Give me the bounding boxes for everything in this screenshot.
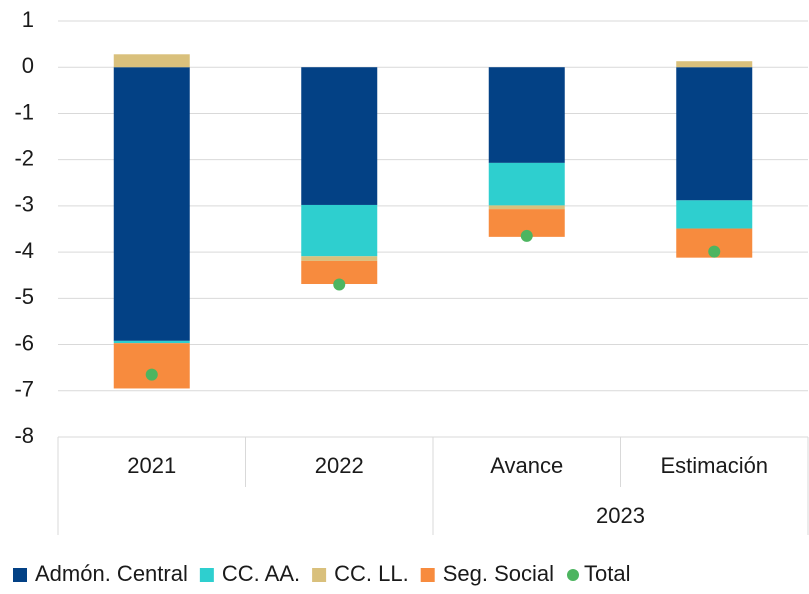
x-tick-label: Avance [490, 453, 563, 478]
bar-segment [113, 343, 190, 389]
bar-segment [676, 200, 753, 229]
y-tick-label: -6 [14, 330, 34, 355]
bar-segment [301, 67, 378, 205]
legend-marker [567, 569, 579, 581]
bar-segment [113, 340, 190, 344]
bar-segment [301, 204, 378, 257]
y-tick-label: -4 [14, 238, 34, 263]
y-tick-label: -2 [14, 145, 34, 170]
total-point [520, 229, 533, 242]
bar-segment [676, 61, 753, 68]
legend-marker [312, 568, 327, 582]
y-tick-label: -3 [14, 192, 34, 217]
y-tick-label: -7 [14, 377, 34, 402]
y-tick-label: 0 [22, 53, 34, 78]
legend-label: Admón. Central [35, 561, 188, 586]
legend-label: Total [584, 561, 630, 586]
legend-label: CC. AA. [222, 561, 300, 586]
legend-marker [420, 568, 435, 582]
legend-label: CC. LL. [334, 561, 409, 586]
x-tick-label: 2021 [127, 453, 176, 478]
y-tick-label: 1 [22, 7, 34, 32]
legend-marker [199, 568, 214, 582]
bar-segment [301, 260, 378, 285]
group-label: 2023 [596, 503, 645, 528]
bar-segment [488, 67, 565, 163]
total-point [708, 245, 721, 258]
legend-label: Seg. Social [443, 561, 554, 586]
total-point [333, 278, 346, 291]
bar-segment [113, 54, 190, 68]
total-point [145, 368, 158, 381]
bar-segment [676, 67, 753, 201]
bar-segment [488, 162, 565, 206]
bar-segment [113, 67, 190, 341]
y-tick-label: -1 [14, 99, 34, 124]
legend-marker [13, 568, 27, 582]
x-tick-label: Estimación [660, 453, 768, 478]
bar-segment [301, 256, 378, 261]
bar-segment [488, 205, 565, 210]
x-tick-label: 2022 [315, 453, 364, 478]
y-tick-label: -8 [14, 423, 34, 448]
y-tick-label: -5 [14, 284, 34, 309]
